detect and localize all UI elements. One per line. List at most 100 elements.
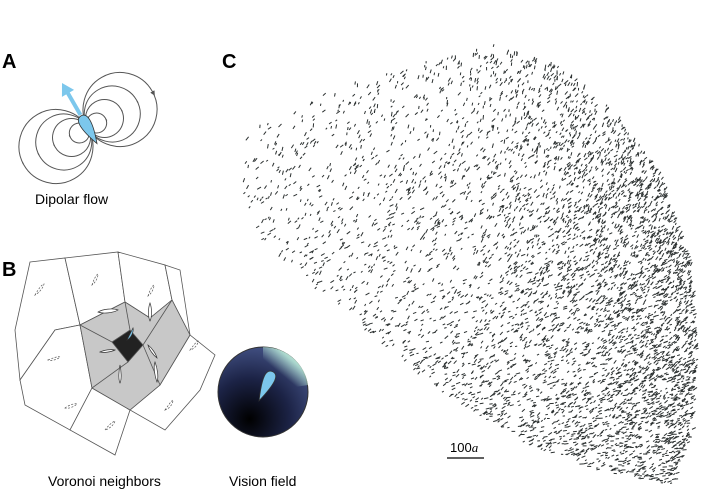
particle — [611, 268, 614, 271]
particle — [558, 169, 562, 172]
particle — [598, 406, 603, 410]
particle — [432, 248, 435, 251]
particle — [664, 399, 668, 404]
particle — [658, 451, 662, 454]
particle — [544, 315, 549, 319]
particle — [691, 381, 695, 383]
particle — [465, 168, 470, 172]
particle — [570, 74, 573, 78]
particle — [546, 353, 551, 357]
particle — [528, 443, 532, 446]
particle — [444, 177, 447, 182]
particle — [373, 222, 378, 226]
particle — [509, 365, 513, 368]
particle — [617, 227, 621, 232]
particle — [604, 157, 607, 162]
particle — [622, 402, 627, 405]
particle — [599, 195, 602, 199]
particle — [401, 105, 405, 109]
particle — [342, 288, 346, 291]
particle — [526, 246, 530, 251]
particle — [623, 369, 627, 372]
particle — [417, 333, 421, 336]
particle — [681, 454, 685, 458]
particle — [506, 146, 509, 151]
particle — [584, 157, 588, 161]
particle — [538, 87, 541, 92]
particle — [685, 340, 689, 343]
particle — [548, 375, 552, 379]
particle — [269, 229, 274, 233]
particle — [658, 421, 661, 424]
particle — [382, 237, 387, 240]
particle — [570, 351, 573, 354]
particle — [646, 218, 649, 222]
particle — [605, 301, 610, 304]
particle — [535, 362, 538, 365]
particle — [638, 309, 642, 311]
particle — [377, 88, 380, 92]
particle — [555, 323, 560, 327]
particle — [573, 225, 576, 229]
particle — [640, 261, 643, 265]
particle — [576, 437, 580, 440]
particle — [551, 239, 554, 242]
particle — [533, 117, 537, 121]
particle — [326, 208, 328, 212]
particle — [632, 273, 635, 276]
particle — [436, 225, 441, 228]
particle — [399, 298, 403, 302]
particle — [550, 61, 552, 67]
particle — [671, 291, 674, 296]
particle — [572, 126, 575, 130]
particle — [655, 241, 659, 244]
particle — [609, 262, 612, 264]
particle — [608, 192, 612, 196]
particle — [476, 166, 481, 171]
particle — [667, 405, 670, 408]
particle — [616, 312, 621, 316]
particle — [312, 227, 314, 231]
particle — [336, 229, 340, 234]
particle — [592, 381, 596, 384]
particle — [686, 425, 689, 428]
particle — [278, 151, 282, 157]
particle — [676, 274, 680, 277]
particle — [677, 458, 681, 461]
particle — [617, 146, 620, 150]
particle — [664, 340, 669, 343]
particle — [553, 426, 557, 430]
particle — [392, 343, 395, 347]
particle — [635, 297, 639, 302]
particle — [479, 210, 482, 214]
particle — [604, 255, 607, 259]
particle — [634, 435, 637, 438]
particle — [541, 109, 545, 113]
particle — [435, 360, 439, 364]
particle — [570, 123, 572, 127]
particle — [492, 403, 496, 407]
particle — [513, 51, 516, 56]
particle — [655, 368, 660, 371]
particle — [449, 211, 454, 215]
particle — [685, 401, 688, 404]
particle — [644, 315, 647, 319]
particle — [535, 395, 540, 398]
particle — [505, 114, 507, 118]
particle — [499, 331, 504, 336]
particle — [590, 447, 596, 451]
particle — [582, 341, 587, 345]
particle — [584, 172, 588, 177]
particle — [571, 362, 575, 366]
particle — [270, 179, 272, 183]
particle — [668, 217, 671, 223]
particle — [506, 360, 510, 363]
particle — [655, 435, 659, 438]
particle — [663, 414, 667, 418]
particle — [636, 280, 639, 283]
particle — [413, 286, 416, 289]
particle — [516, 185, 519, 189]
particle — [301, 119, 304, 123]
particle — [578, 415, 582, 418]
particle — [491, 338, 495, 343]
